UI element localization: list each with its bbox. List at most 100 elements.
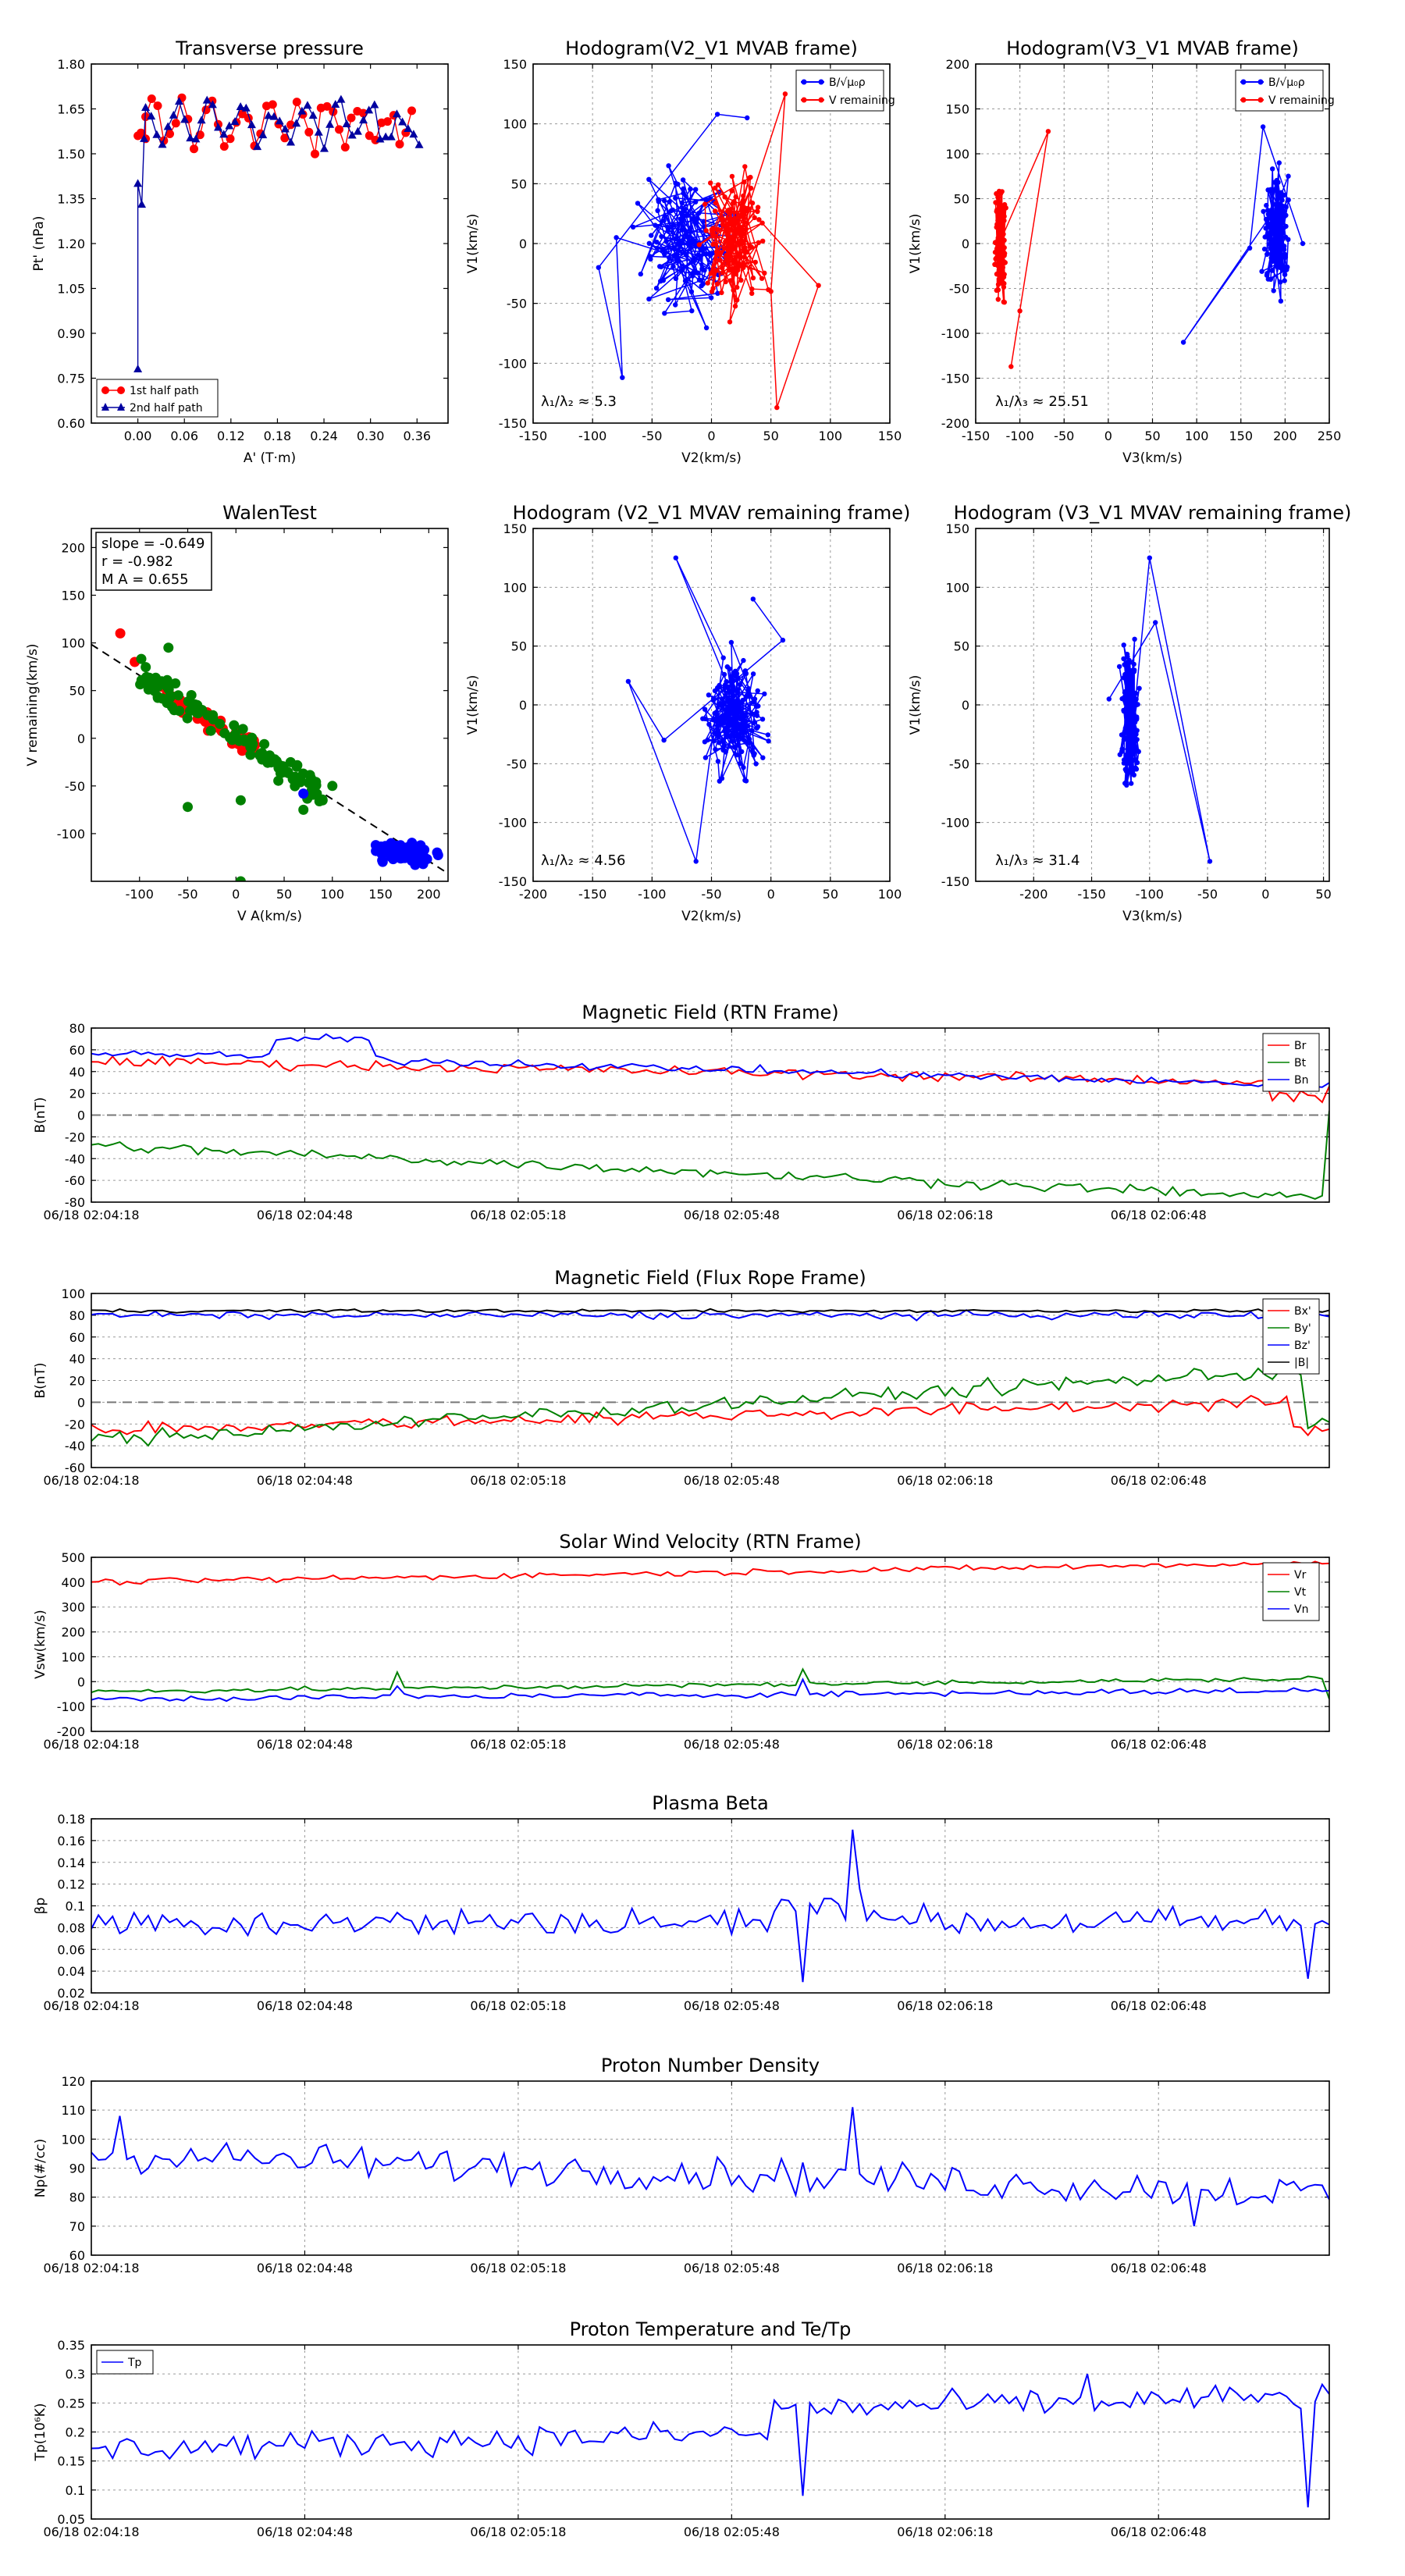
marker-b-normalized: [1129, 682, 1134, 688]
legend-marker-v: [801, 97, 807, 103]
marker-b-normalized: [736, 735, 742, 740]
marker-b-normalized: [673, 555, 678, 560]
x-tick-label: 150: [1229, 429, 1253, 443]
marker-v-remaining: [721, 246, 727, 251]
axes-frame: [91, 63, 449, 424]
marker-v-remaining: [731, 244, 736, 250]
marker-v-remaining: [1001, 231, 1006, 237]
marker-b-normalized: [1275, 208, 1281, 214]
axes-frame: [532, 63, 891, 424]
y-tick-label: 0.75: [57, 372, 85, 386]
marker-2nd-half-path: [365, 105, 374, 114]
marker-v-remaining: [723, 279, 728, 285]
x-tick-label: 50: [763, 429, 778, 443]
marker-b-normalized: [1180, 340, 1186, 345]
y-tick-label: -200: [57, 1724, 85, 1739]
marker-v-remaining: [749, 286, 755, 292]
x-tick-label: -50: [1054, 429, 1074, 443]
marker-1st-half-path: [365, 131, 374, 141]
marker-v-remaining: [729, 188, 735, 194]
marker-b-normalized: [1131, 661, 1136, 667]
y-tick-label: 100: [61, 636, 85, 651]
marker-2nd-half-path: [381, 132, 390, 141]
marker-v-remaining: [816, 283, 821, 288]
legend-marker-v: [1257, 97, 1264, 103]
marker-v-remaining: [703, 228, 709, 233]
marker-b-normalized: [1270, 258, 1276, 264]
marker-2nd-half-path: [353, 126, 362, 135]
marker-b-normalized: [1126, 657, 1132, 664]
y-tick-label: 200: [61, 1625, 85, 1640]
marker-2nd-half-path: [297, 106, 307, 115]
marker-b-normalized: [1283, 212, 1289, 218]
marker-2nd-half-path: [158, 140, 167, 148]
series-Vr: [91, 1560, 1329, 1586]
y-tick-label: 50: [511, 176, 527, 191]
marker-b-normalized: [653, 222, 658, 228]
marker-second-half: [304, 770, 315, 781]
legend-label: Br: [1294, 1040, 1307, 1052]
marker-2nd-half-path: [140, 133, 149, 142]
x-tick-label: 0.36: [403, 429, 431, 443]
marker-b-normalized: [1129, 751, 1135, 756]
marker-b-normalized: [673, 302, 678, 308]
marker-v-remaining: [713, 185, 718, 190]
chart-c5: -200 -150 -100 -50 0 50 100-150-100-5005010015…: [465, 502, 910, 924]
marker-2nd-half-path: [247, 120, 256, 129]
marker-b-normalized: [653, 286, 660, 291]
marker-b-normalized: [1267, 241, 1273, 247]
marker-b-normalized: [1278, 212, 1284, 219]
marker-b-normalized: [754, 725, 759, 731]
x-tick-label: -50: [701, 887, 721, 902]
marker-outside: [407, 856, 417, 866]
marker-b-normalized: [721, 671, 727, 678]
chart-title: Proton Temperature and Te/Tp: [570, 2318, 852, 2340]
marker-v-remaining: [742, 164, 748, 169]
marker-b-normalized: [720, 655, 726, 660]
series-B: [91, 1308, 1329, 1314]
legend-label-b: B/√μ₀ρ: [1268, 76, 1305, 89]
marker-b-normalized: [702, 706, 708, 712]
marker-b-normalized: [708, 251, 713, 256]
marker-outside: [416, 849, 427, 860]
y-tick-label: -100: [57, 1699, 85, 1714]
x-tick-label: 06/18 02:06:48: [1111, 1473, 1207, 1488]
marker-v-remaining: [756, 217, 762, 222]
legend-label: Vr: [1294, 1569, 1307, 1582]
marker-b-normalized: [1262, 234, 1268, 240]
marker-b-normalized: [691, 259, 696, 265]
y-tick-label: 500: [61, 1550, 85, 1565]
marker-v-remaining: [999, 269, 1005, 274]
marker-v-remaining: [741, 193, 746, 199]
x-tick-label: 0: [707, 429, 715, 443]
x-axis-label: V2(km/s): [681, 450, 742, 466]
y-tick-label: -200: [941, 416, 969, 431]
marker-b-normalized: [1282, 244, 1287, 249]
marker-b-normalized: [1268, 276, 1274, 282]
marker-b-normalized: [717, 778, 722, 784]
y-tick-label: -20: [65, 1130, 85, 1144]
marker-b-normalized: [596, 265, 601, 270]
marker-b-normalized: [1268, 212, 1274, 219]
marker-b-normalized: [1274, 177, 1279, 183]
y-tick-label: 120: [61, 2074, 85, 2089]
marker-b-normalized: [693, 859, 699, 864]
legend-marker-2nd: [101, 403, 109, 411]
chart-t3: 06/18 02:04:18 06/18 02:04:48 06/18 02:05:…: [33, 1531, 1330, 1752]
marker-2nd-half-path: [186, 133, 195, 142]
plot-area: [625, 555, 786, 864]
marker-v-remaining: [748, 174, 753, 180]
marker-b-normalized: [706, 721, 712, 728]
marker-v-remaining: [724, 257, 729, 262]
marker-b-normalized: [1129, 672, 1134, 678]
y-axis-label: B(nT): [33, 1362, 48, 1398]
marker-b-normalized: [1134, 714, 1140, 720]
marker-b-normalized: [661, 218, 667, 223]
marker-b-normalized: [688, 186, 693, 192]
plot-area: [91, 1829, 1329, 1983]
axes-frame: [975, 528, 1330, 882]
y-tick-label: 50: [511, 639, 527, 654]
plot-area: [91, 2107, 1329, 2226]
marker-b-normalized: [1116, 664, 1122, 670]
